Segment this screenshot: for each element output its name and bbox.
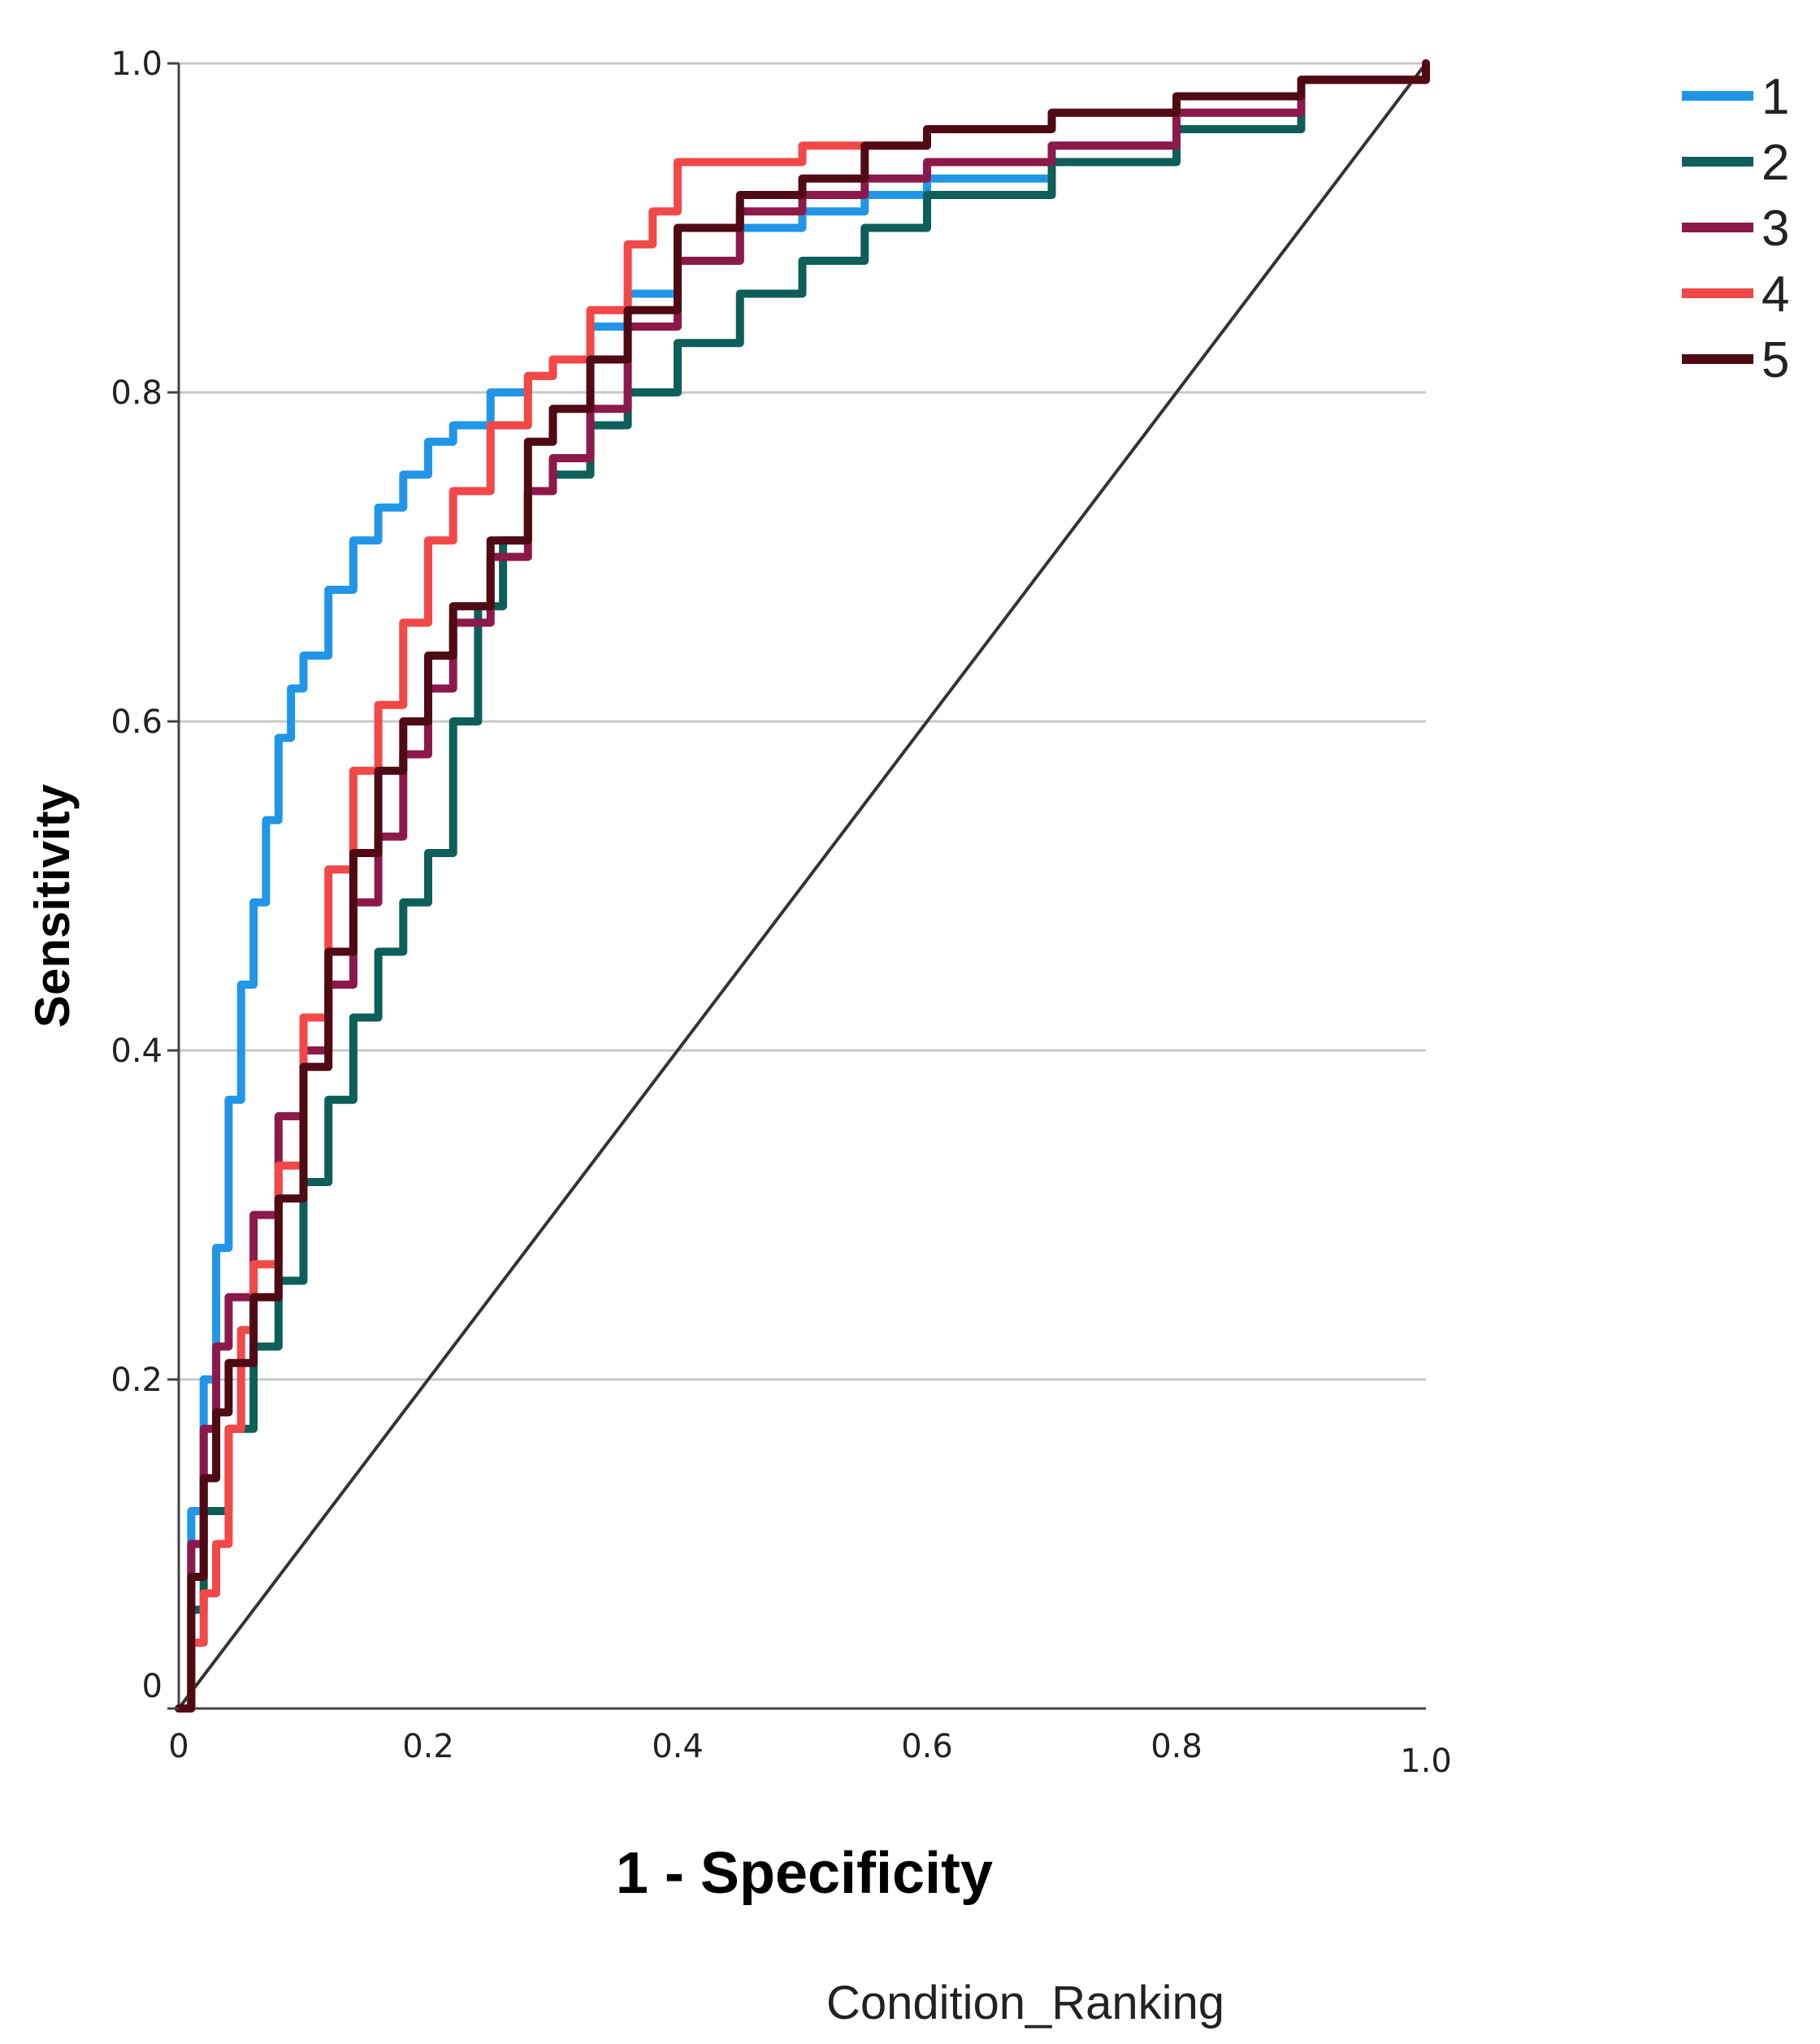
x-tick-label-2: 0.4 (652, 1728, 704, 1765)
grid-lines (179, 62, 1426, 1381)
series-line-5 (175, 59, 1430, 1713)
y-tick-label-2: 0.4 (110, 1033, 162, 1070)
diagonal-reference-line (177, 62, 1428, 1710)
x-tick-label-3: 0.6 (901, 1728, 953, 1765)
x-tick-label-0: 0 (168, 1728, 188, 1765)
y-axis-title: Sensitivity (25, 783, 80, 1028)
x-tick-label-5: 1.0 (1400, 1743, 1452, 1780)
y-tick-labels: 0 0.2 0.4 0.6 0.8 1.0 (110, 45, 179, 1710)
legend-label-3: 3 (1762, 201, 1789, 257)
reference-line (177, 62, 1428, 1710)
x-axis-title: 1 - Specificity (616, 1841, 993, 1906)
legend-label-5: 5 (1762, 332, 1789, 388)
axes (177, 63, 1426, 1710)
legend-label-1: 1 (1762, 69, 1789, 125)
legend-label-2: 2 (1762, 135, 1789, 191)
y-tick-label-3: 0.6 (110, 704, 162, 741)
y-tick-label-5: 1.0 (110, 45, 162, 83)
x-tick-labels: 0 0.2 0.4 0.6 0.8 1.0 (168, 1728, 1452, 1780)
legend-label-4: 4 (1762, 266, 1789, 323)
legend-title: Condition_Ranking (826, 1977, 1224, 2029)
y-tick-label-1: 0.2 (110, 1362, 162, 1399)
x-tick-label-4: 0.8 (1150, 1728, 1202, 1765)
x-tick-label-1: 0.2 (402, 1728, 454, 1765)
y-tick-label-0: 0 (142, 1668, 162, 1705)
series-line-2 (175, 59, 1430, 1713)
series-lines (175, 59, 1430, 1713)
y-tick-label-4: 0.8 (110, 375, 162, 412)
legend: 1 2 3 4 5 (1682, 69, 1789, 388)
